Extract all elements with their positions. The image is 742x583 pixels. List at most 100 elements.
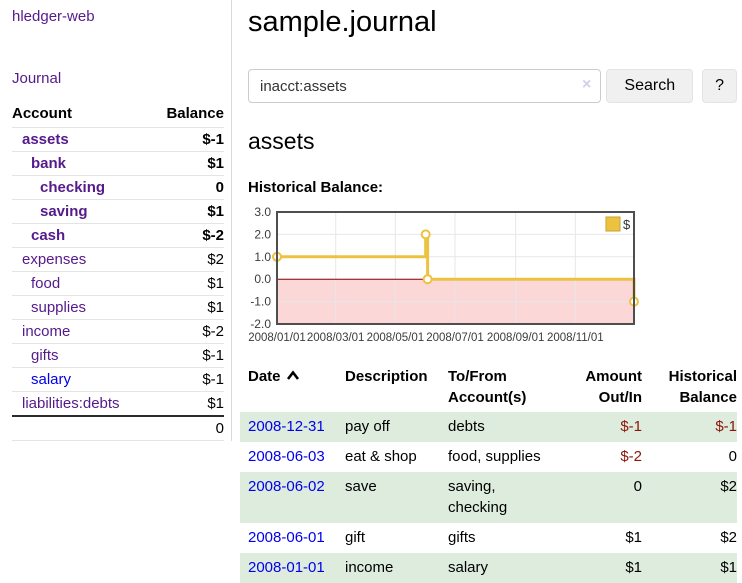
register-accounts-cell: salary [440,553,557,583]
register-date-cell: 2008-12-31 [240,412,337,442]
account-row: saving $1 [12,200,224,224]
search-button[interactable]: Search [606,69,693,103]
sidebar-account-link[interactable]: assets [12,131,69,148]
account-balance: $-1 [150,344,224,368]
amount-column-header: Amount Out/In [557,364,642,412]
search-input-wrap: × [248,69,601,103]
balance-column-header: Balance [150,103,224,128]
sidebar-account-link[interactable]: saving [12,203,88,220]
sidebar-account-link[interactable]: checking [12,179,105,196]
register-balance-cell: $1 [642,553,737,583]
register-description-cell: pay off [337,412,440,442]
account-name-cell: assets [12,128,150,152]
help-button[interactable]: ? [702,69,737,103]
register-date-cell: 2008-06-03 [240,442,337,472]
chart-title: Historical Balance: [248,179,737,196]
register-amount-cell: $1 [557,553,642,583]
register-description-cell: save [337,472,440,523]
svg-text:-2.0: -2.0 [250,317,271,331]
register-amount-cell: $1 [557,523,642,553]
svg-text:2008/11/01: 2008/11/01 [547,332,604,344]
register-accounts-cell: debts [440,412,557,442]
register-description-cell: income [337,553,440,583]
account-balance: $2 [150,248,224,272]
account-row: cash $-2 [12,224,224,248]
register-balance-cell: $2 [642,472,737,523]
register-table: Date Description To/From Account(s) Amou… [240,364,737,583]
account-balance: $-1 [150,368,224,392]
register-date-cell: 2008-01-01 [240,553,337,583]
sidebar-account-link[interactable]: bank [12,155,66,172]
svg-text:2008/03/01: 2008/03/01 [307,332,365,344]
sidebar-account-link[interactable]: cash [12,227,65,244]
sort-ascending-icon [286,370,300,381]
svg-text:2008/07/01: 2008/07/01 [426,332,484,344]
register-amount-cell: $-1 [557,412,642,442]
account-row: supplies $1 [12,296,224,320]
account-row: income $-2 [12,320,224,344]
account-row: food $1 [12,272,224,296]
account-balance: $-2 [150,224,224,248]
account-balance: $1 [150,272,224,296]
register-balance-cell: $-1 [642,412,737,442]
accounts-table: Account Balance assets $-1 bank $1 checking 0… [12,103,224,441]
sidebar-account-link[interactable]: salary [12,371,71,388]
register-date-link[interactable]: 2008-06-02 [248,478,325,495]
sidebar-account-link[interactable]: expenses [12,251,86,268]
register-date-link[interactable]: 2008-06-03 [248,448,325,465]
account-balance: $1 [150,296,224,320]
sidebar-item-journal[interactable]: Journal [12,70,224,87]
account-balance: 0 [150,176,224,200]
register-row: 2008-01-01incomesalary$1$1 [240,553,737,583]
svg-text:2008/05/01: 2008/05/01 [367,332,425,344]
account-name-cell: gifts [12,344,150,368]
register-accounts-cell: gifts [440,523,557,553]
total-spacer [12,416,150,441]
sidebar-account-link[interactable]: liabilities:debts [12,395,120,412]
register-date-link[interactable]: 2008-06-01 [248,529,325,546]
app-title-link[interactable]: hledger-web [12,8,224,25]
svg-text:2.0: 2.0 [254,228,271,242]
account-balance: $1 [150,200,224,224]
svg-text:2008/01/01: 2008/01/01 [248,332,306,344]
register-row: 2008-06-03eat & shopfood, supplies$-20 [240,442,737,472]
register-row: 2008-12-31pay offdebts$-1$-1 [240,412,737,442]
account-name-cell: bank [12,152,150,176]
search-input[interactable] [248,69,601,103]
account-row: bank $1 [12,152,224,176]
account-heading: assets [248,128,737,155]
account-balance: $-2 [150,320,224,344]
clear-search-icon[interactable]: × [582,76,591,94]
account-row: salary $-1 [12,368,224,392]
account-balance: $1 [150,152,224,176]
sidebar-account-link[interactable]: supplies [12,299,86,316]
account-column-header: Account [12,103,150,128]
account-name-cell: supplies [12,296,150,320]
sidebar-account-link[interactable]: income [12,323,70,340]
sidebar-account-link[interactable]: gifts [12,347,59,364]
accounts-body: assets$-1bank$1checking0saving$1cash$-2e… [12,128,224,417]
account-name-cell: income [12,320,150,344]
sidebar-account-link[interactable]: food [12,275,60,292]
register-accounts-cell: food, supplies [440,442,557,472]
total-balance: 0 [150,416,224,441]
register-date-cell: 2008-06-02 [240,472,337,523]
register-balance-cell: $2 [642,523,737,553]
register-row: 2008-06-01giftgifts$1$2 [240,523,737,553]
account-row: checking 0 [12,176,224,200]
search-bar: × Search ? [248,69,737,103]
account-name-cell: salary [12,368,150,392]
accounts-column-header: To/From Account(s) [440,364,557,412]
accounts-total-row: 0 [12,416,224,441]
register-date-link[interactable]: 2008-01-01 [248,559,325,576]
register-amount-cell: $-2 [557,442,642,472]
account-row: expenses $2 [12,248,224,272]
account-row: liabilities:debts$1 [12,392,224,417]
register-balance-cell: 0 [642,442,737,472]
account-name-cell: liabilities:debts [12,392,150,417]
register-date-link[interactable]: 2008-12-31 [248,418,325,435]
svg-text:0.0: 0.0 [254,273,271,287]
register-date-cell: 2008-06-01 [240,523,337,553]
svg-text:$: $ [623,217,631,232]
svg-text:3.0: 3.0 [254,205,271,219]
